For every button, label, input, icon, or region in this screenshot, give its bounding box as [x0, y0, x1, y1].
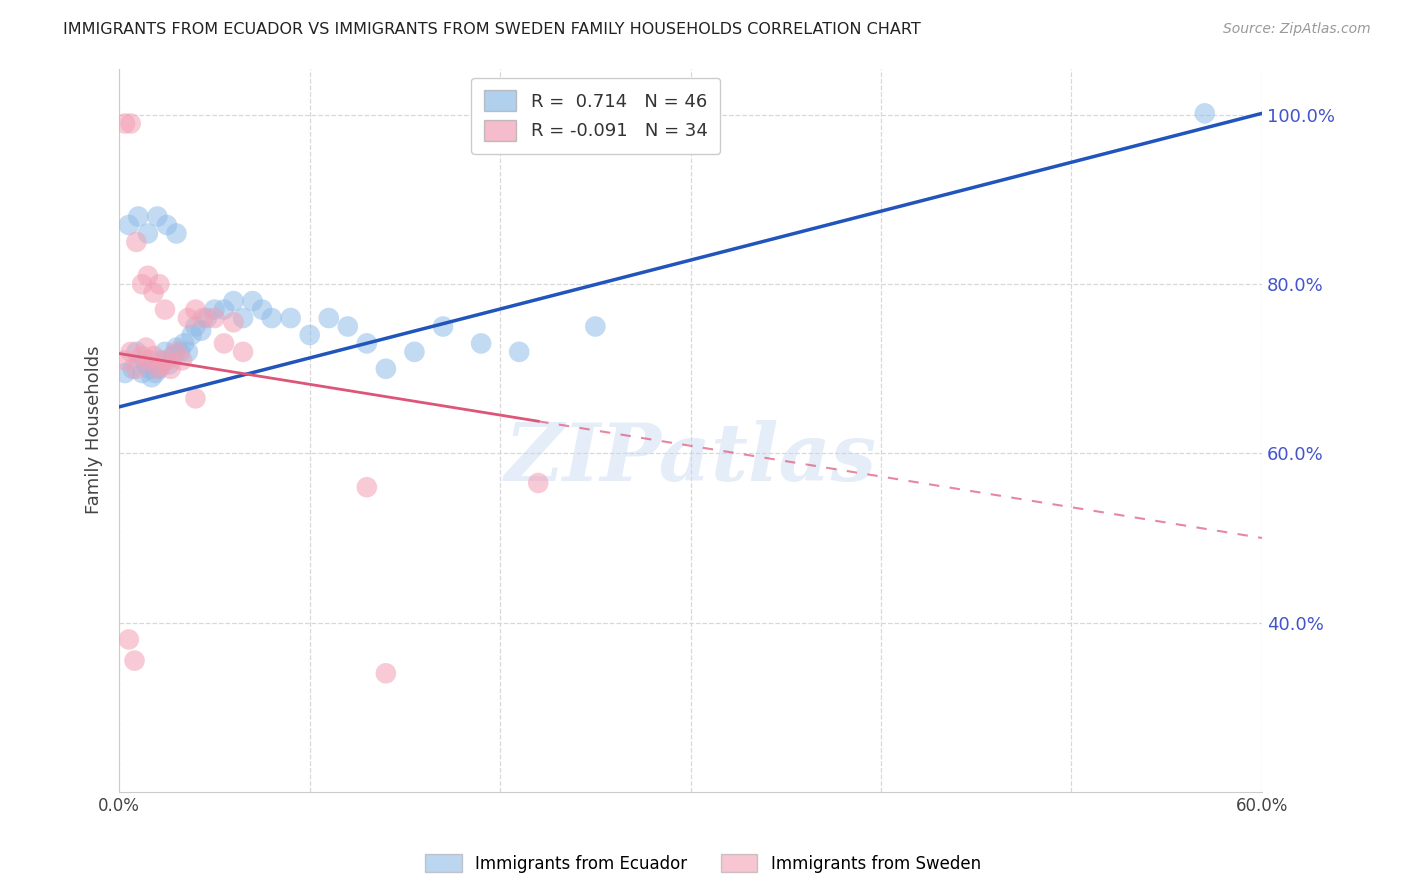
Point — [470, 336, 492, 351]
Point — [114, 366, 136, 380]
Legend: R =  0.714   N = 46, R = -0.091   N = 34: R = 0.714 N = 46, R = -0.091 N = 34 — [471, 78, 720, 153]
Point — [260, 311, 283, 326]
Point — [156, 218, 179, 232]
Point — [131, 349, 153, 363]
Point — [114, 116, 136, 130]
Point — [162, 349, 184, 363]
Point — [184, 302, 207, 317]
Point — [356, 336, 378, 351]
Text: IMMIGRANTS FROM ECUADOR VS IMMIGRANTS FROM SWEDEN FAMILY HOUSEHOLDS CORRELATION : IMMIGRANTS FROM ECUADOR VS IMMIGRANTS FR… — [63, 22, 921, 37]
Point — [120, 344, 142, 359]
Point — [318, 311, 340, 326]
Point — [432, 319, 454, 334]
Point — [120, 116, 142, 130]
Point — [142, 349, 165, 363]
Point — [148, 361, 170, 376]
Point — [136, 227, 159, 241]
Point — [157, 358, 180, 372]
Point — [180, 328, 202, 343]
Point — [222, 315, 245, 329]
Point — [169, 344, 191, 359]
Point — [374, 666, 396, 681]
Point — [136, 268, 159, 283]
Point — [139, 353, 162, 368]
Point — [118, 218, 141, 232]
Point — [142, 285, 165, 300]
Point — [145, 366, 167, 380]
Point — [177, 344, 200, 359]
Point — [150, 353, 173, 368]
Point — [242, 294, 264, 309]
Point — [184, 392, 207, 406]
Point — [190, 324, 212, 338]
Point — [1194, 106, 1216, 120]
Text: ZIPatlas: ZIPatlas — [505, 420, 877, 498]
Point — [118, 632, 141, 647]
Point — [146, 210, 169, 224]
Point — [125, 361, 148, 376]
Point — [121, 361, 143, 376]
Point — [374, 361, 396, 376]
Point — [135, 341, 157, 355]
Point — [212, 336, 235, 351]
Point — [141, 370, 163, 384]
Point — [139, 361, 162, 376]
Point — [173, 336, 195, 351]
Point — [131, 366, 153, 380]
Point — [232, 311, 254, 326]
Point — [146, 361, 169, 376]
Point — [184, 319, 207, 334]
Y-axis label: Family Households: Family Households — [86, 346, 103, 515]
Point — [232, 344, 254, 359]
Legend: Immigrants from Ecuador, Immigrants from Sweden: Immigrants from Ecuador, Immigrants from… — [419, 847, 987, 880]
Point — [165, 344, 187, 359]
Point — [114, 353, 136, 368]
Point — [124, 654, 146, 668]
Point — [280, 311, 302, 326]
Point — [148, 277, 170, 292]
Point — [195, 311, 218, 326]
Point — [153, 302, 176, 317]
Point — [204, 311, 226, 326]
Point — [165, 341, 187, 355]
Point — [527, 475, 550, 490]
Point — [125, 344, 148, 359]
Point — [125, 235, 148, 249]
Point — [150, 358, 173, 372]
Point — [298, 328, 321, 343]
Point — [212, 302, 235, 317]
Point — [156, 353, 179, 368]
Point — [159, 361, 181, 376]
Point — [191, 311, 214, 326]
Point — [153, 344, 176, 359]
Point — [583, 319, 606, 334]
Text: Source: ZipAtlas.com: Source: ZipAtlas.com — [1223, 22, 1371, 37]
Point — [204, 302, 226, 317]
Point — [250, 302, 273, 317]
Point — [127, 210, 149, 224]
Point — [356, 480, 378, 494]
Point — [172, 353, 194, 368]
Point — [165, 227, 187, 241]
Point — [131, 277, 153, 292]
Point — [135, 358, 157, 372]
Point — [177, 311, 200, 326]
Point — [336, 319, 359, 334]
Point — [508, 344, 530, 359]
Point — [222, 294, 245, 309]
Point — [404, 344, 426, 359]
